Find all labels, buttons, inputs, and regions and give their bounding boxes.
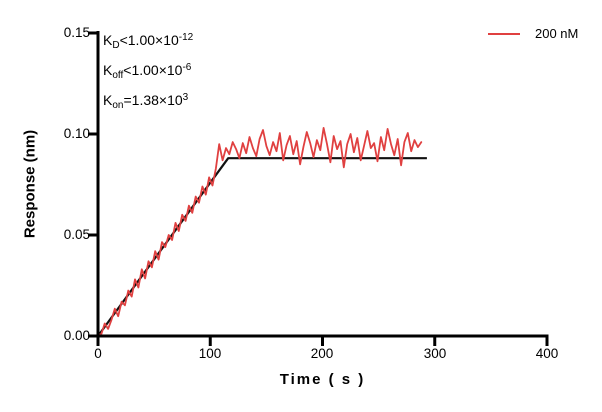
koff-subscript: off [112, 70, 124, 81]
kon-subscript: on [112, 100, 124, 111]
y-tick-label: 0.10 [63, 126, 90, 141]
y-axis-title: Response (nm) [21, 129, 39, 239]
kd-symbol: K [103, 32, 113, 48]
x-axis-title: Time ( s ) [279, 371, 366, 388]
legend: 200 nM [488, 26, 578, 42]
response-trace-200nM [97, 127, 423, 336]
x-tick-label: 200 [310, 346, 334, 361]
legend-label: 200 nM [535, 26, 579, 41]
kon-symbol: K [103, 92, 113, 108]
x-tick-label: 400 [535, 346, 559, 361]
koff-symbol: K [103, 62, 113, 78]
kd-value: 1.00×10 [127, 32, 179, 48]
kon-value: 1.38×10 [131, 92, 183, 108]
x-tick-label: 100 [198, 346, 222, 361]
kd-operator: < [119, 32, 128, 48]
fit-line [97, 157, 427, 337]
kinetics-annotation: KD<1.00×10-12 Koff<1.00×10-6 Kon=1.38×10… [103, 27, 193, 117]
koff-value: 1.00×10 [131, 62, 183, 78]
kd-subscript: D [112, 40, 120, 51]
y-tick-label: 0.05 [63, 227, 90, 242]
kinetics-row-kon: Kon=1.38×103 [103, 87, 193, 117]
x-tick-label: 0 [94, 346, 102, 361]
kon-exponent: 3 [182, 92, 189, 103]
kd-exponent: -12 [178, 32, 194, 43]
kinetics-row-kd: KD<1.00×10-12 [103, 27, 193, 57]
koff-exponent: -6 [182, 62, 192, 73]
kinetics-row-koff: Koff<1.00×10-6 [103, 57, 193, 87]
x-tick-label: 300 [423, 346, 447, 361]
kon-operator: = [123, 92, 132, 108]
koff-operator: < [123, 62, 132, 78]
legend-line-swatch [488, 33, 520, 35]
y-tick-label: 0.15 [63, 25, 90, 40]
y-tick-label: 0.00 [63, 328, 90, 343]
